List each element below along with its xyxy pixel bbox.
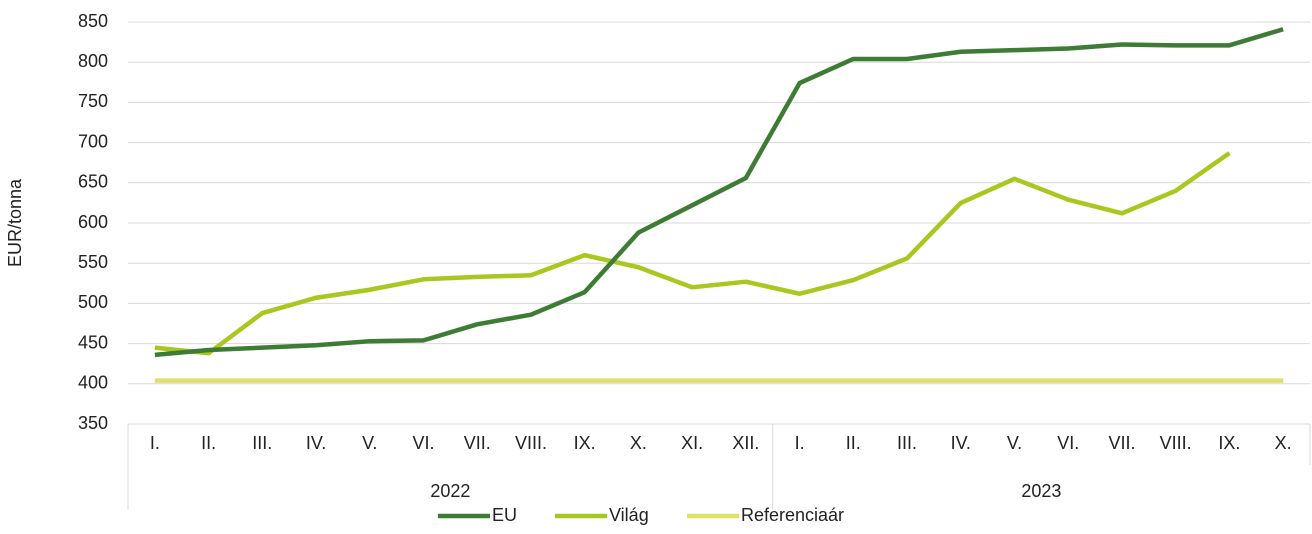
x-group-label: 2022	[430, 481, 470, 501]
x-tick-label: II.	[846, 433, 861, 453]
x-tick-label: X.	[630, 433, 647, 453]
y-tick-label: 350	[78, 413, 108, 433]
legend-label: Referenciaár	[741, 505, 844, 525]
x-tick-label: V.	[1007, 433, 1022, 453]
x-tick-label: XI.	[681, 433, 703, 453]
x-tick-label: VII.	[1108, 433, 1135, 453]
y-tick-label: 400	[78, 373, 108, 393]
y-tick-label: 450	[78, 332, 108, 352]
y-tick-label: 600	[78, 212, 108, 232]
x-tick-label: IX.	[574, 433, 596, 453]
x-tick-label: VI.	[412, 433, 434, 453]
line-series	[154, 27, 1284, 358]
y-tick-label: 700	[78, 131, 108, 151]
x-tick-label: V.	[362, 433, 377, 453]
y-tick-label: 850	[78, 11, 108, 31]
x-tick-label: III.	[252, 433, 272, 453]
legend-label: EU	[492, 505, 517, 525]
y-tick-label: 650	[78, 172, 108, 192]
legend-label: Világ	[609, 505, 649, 525]
x-tick-label: IV.	[306, 433, 326, 453]
x-tick-label: VII.	[464, 433, 491, 453]
y-axis-label: EUR/tonna	[5, 178, 25, 267]
x-tick-label: IX.	[1218, 433, 1240, 453]
line-series	[154, 151, 1231, 356]
y-tick-label: 750	[78, 91, 108, 111]
x-tick-label: VIII.	[515, 433, 547, 453]
y-tick-label: 800	[78, 51, 108, 71]
x-tick-label: VI.	[1057, 433, 1079, 453]
x-tick-label: IV.	[951, 433, 971, 453]
y-tick-label: 550	[78, 252, 108, 272]
x-tick-label: I.	[150, 433, 160, 453]
x-tick-label: III.	[897, 433, 917, 453]
x-tick-label: X.	[1275, 433, 1292, 453]
x-group-label: 2023	[1021, 481, 1061, 501]
x-tick-label: II.	[201, 433, 216, 453]
x-tick-label: XII.	[732, 433, 759, 453]
x-tick-label: I.	[795, 433, 805, 453]
x-tick-label: VIII.	[1160, 433, 1192, 453]
y-tick-label: 500	[78, 292, 108, 312]
